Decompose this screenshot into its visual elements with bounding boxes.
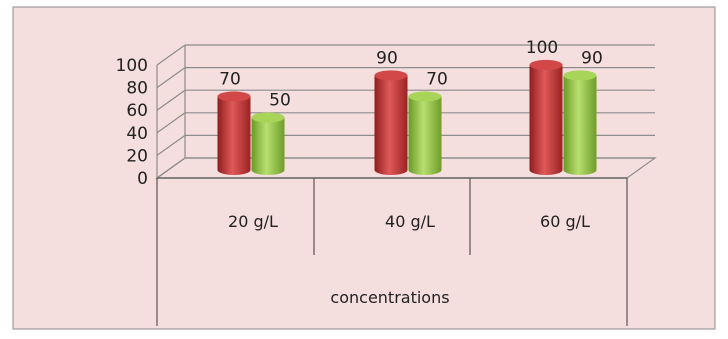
- data-label: 90: [376, 48, 398, 68]
- bars: [217, 59, 597, 175]
- bar: [251, 112, 285, 175]
- data-label: 70: [219, 69, 241, 89]
- data-label: 70: [426, 69, 448, 89]
- gridline-side: [156, 89, 186, 111]
- gridline-side: [156, 134, 186, 156]
- data-label: 90: [581, 48, 603, 68]
- gridline-side: [156, 112, 186, 134]
- category-label: 60 g/L: [540, 212, 590, 231]
- y-tick-label: 40: [126, 124, 148, 144]
- bar: [374, 70, 408, 175]
- category-labels: 20 g/L 40 g/L 60 g/L: [228, 212, 590, 231]
- gridline-side: [156, 44, 186, 66]
- y-tick-label: 60: [126, 101, 148, 121]
- y-tick-label: 100: [116, 56, 148, 76]
- y-tick-label: 80: [126, 79, 148, 99]
- bar: [408, 91, 442, 175]
- x-axis-title: concentrations: [330, 288, 449, 307]
- data-label: 50: [269, 90, 291, 110]
- data-label: 100: [526, 38, 558, 58]
- category-label: 40 g/L: [385, 212, 435, 231]
- y-tick-label: 20: [126, 146, 148, 166]
- bar: [217, 91, 251, 175]
- y-tick-label: 0: [137, 169, 148, 189]
- category-label: 20 g/L: [228, 212, 278, 231]
- chart-background: [12, 6, 716, 330]
- bar: [563, 70, 597, 175]
- gridline-side: [156, 67, 186, 89]
- data-labels: 70 90 100 50 70 90: [219, 38, 603, 111]
- bar: [529, 59, 563, 175]
